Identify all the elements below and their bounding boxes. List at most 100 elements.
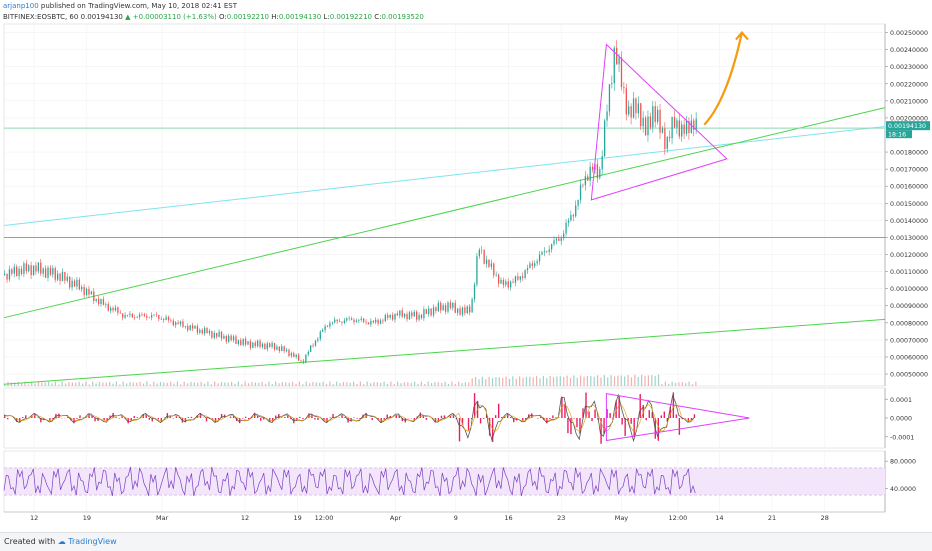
- y-tick-label: 0.00170000: [890, 167, 928, 174]
- volume-bar: [597, 375, 598, 386]
- trend-line: [4, 108, 885, 318]
- author-link[interactable]: arjanp100: [3, 2, 39, 10]
- candle-body: [380, 320, 381, 323]
- candle-body: [486, 260, 487, 264]
- volume-bar: [217, 383, 218, 386]
- histogram-bar: [637, 418, 638, 419]
- histogram-bar: [149, 418, 150, 420]
- candle-body: [368, 322, 369, 324]
- candle-body: [397, 314, 398, 316]
- candle-body: [4, 274, 5, 275]
- volume-bar: [617, 376, 618, 386]
- candle-body: [430, 309, 431, 316]
- chart-area[interactable]: 0.002500000.002400000.002300000.00220000…: [0, 22, 932, 532]
- x-tick-label: 16: [504, 514, 512, 522]
- volume-bar: [356, 384, 357, 386]
- candle-body: [599, 169, 600, 178]
- candle-body: [230, 336, 231, 341]
- volume-bar: [106, 383, 107, 386]
- volume-bar: [411, 383, 412, 386]
- volume-bar: [536, 376, 537, 386]
- volume-bar: [556, 376, 557, 386]
- volume-bar: [505, 377, 506, 386]
- volume-bar: [68, 382, 69, 386]
- candle-body: [522, 276, 523, 278]
- candle-body: [515, 276, 516, 282]
- volume-bar: [82, 384, 83, 386]
- candle-body: [346, 318, 347, 320]
- volume-bar: [668, 384, 669, 386]
- candle-body: [339, 321, 340, 322]
- candle-body: [269, 343, 270, 347]
- candle-body: [161, 319, 162, 320]
- histogram-bar: [299, 417, 300, 418]
- volume-bar: [265, 384, 266, 386]
- histogram-bar: [314, 418, 315, 420]
- volume-bar: [400, 383, 401, 386]
- volume-bar: [234, 384, 235, 386]
- candle-body: [334, 319, 335, 322]
- y-tick-label: 0.00070000: [890, 337, 928, 344]
- footer-bar: Created with ☁ TradingView: [0, 532, 932, 551]
- candle-body: [279, 347, 280, 351]
- volume-bar: [89, 384, 90, 386]
- volume-bar: [590, 376, 591, 386]
- volume-bar: [570, 378, 571, 386]
- x-tick-label: 12: [30, 514, 38, 522]
- candle-body: [667, 137, 668, 149]
- price-pane[interactable]: 0.002500000.002400000.002300000.00220000…: [4, 24, 930, 386]
- candle-body: [341, 322, 342, 323]
- candle-body: [228, 336, 229, 342]
- candle-body: [606, 111, 607, 120]
- volume-bar: [292, 382, 293, 386]
- histogram-bar: [79, 415, 80, 418]
- candle-body: [602, 156, 603, 169]
- volume-bar: [262, 382, 263, 386]
- volume-bar: [672, 382, 673, 386]
- candle-body: [223, 336, 224, 339]
- histogram-bar: [649, 410, 650, 418]
- volume-bar: [695, 382, 696, 386]
- histogram-bar: [347, 418, 348, 423]
- volume-bar: [228, 383, 229, 386]
- candle-body: [204, 328, 205, 333]
- volume-bar: [146, 382, 147, 386]
- volume-bar: [319, 383, 320, 386]
- histogram-bar: [257, 416, 258, 418]
- candle-body: [529, 263, 530, 268]
- volume-bar: [326, 384, 327, 386]
- histogram-bar: [501, 417, 502, 418]
- candle-body: [194, 326, 195, 328]
- histogram-bar: [646, 418, 647, 420]
- volume-bar: [112, 384, 113, 386]
- histogram-bar: [555, 417, 556, 418]
- candle-body: [558, 239, 559, 241]
- volume-bar: [607, 377, 608, 386]
- volume-bar: [489, 377, 490, 386]
- volume-bar: [163, 382, 164, 386]
- candle-body: [628, 106, 629, 114]
- histogram-bar: [624, 418, 625, 436]
- volume-bar: [475, 377, 476, 386]
- candle-body: [498, 275, 499, 284]
- volume-bar: [438, 382, 439, 386]
- y-tick-label: 0.00240000: [890, 47, 928, 54]
- brand-link[interactable]: TradingView: [68, 537, 116, 546]
- volume-bar: [346, 382, 347, 386]
- volume-bar: [404, 382, 405, 386]
- y-tick-label: 0.00130000: [890, 235, 928, 242]
- candle-body: [84, 287, 85, 295]
- volume-bar: [170, 382, 171, 386]
- x-tick-label: 12: [241, 514, 249, 522]
- volume-bar: [543, 376, 544, 386]
- candle-body: [69, 277, 70, 288]
- volume-bar: [187, 383, 188, 386]
- volume-bar: [522, 378, 523, 386]
- volume-bar: [380, 383, 381, 386]
- candle-body: [79, 280, 80, 290]
- candle-body: [337, 319, 338, 321]
- volume-bar: [414, 382, 415, 386]
